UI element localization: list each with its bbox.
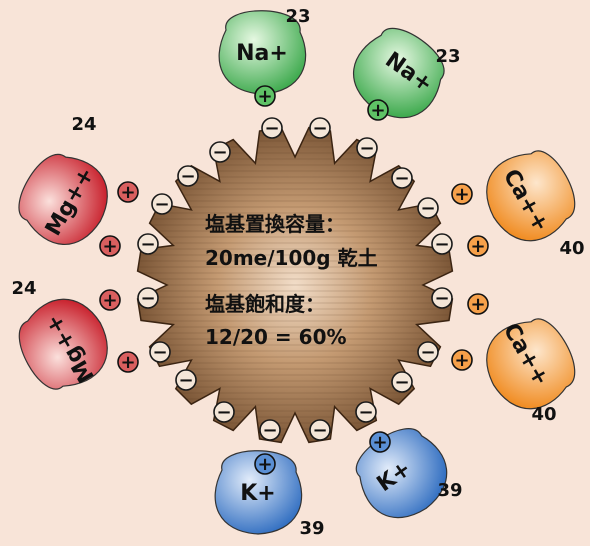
svg-text:−: − xyxy=(312,420,327,441)
base-saturation-value: 12/20 = 60% xyxy=(205,325,347,349)
svg-text:+: + xyxy=(372,432,387,453)
negative-charge-18: − xyxy=(355,401,377,423)
cation-label: Na+ xyxy=(236,41,288,66)
positive-charge: + xyxy=(254,453,276,475)
svg-text:−: − xyxy=(358,402,373,423)
negative-charge-11: − xyxy=(137,287,159,309)
svg-text:−: − xyxy=(178,370,193,391)
svg-text:−: − xyxy=(152,342,167,363)
cation-blob xyxy=(218,10,307,95)
svg-text:−: − xyxy=(420,342,435,363)
cation-layer: Na+23+ Na+23+Ca++40++Ca++40++K+39+ K+ 39+Mg… xyxy=(11,6,585,539)
svg-text:−: − xyxy=(312,118,327,139)
svg-text:−: − xyxy=(434,234,449,255)
negative-charge-3: − xyxy=(209,141,231,163)
svg-text:−: − xyxy=(180,166,195,187)
svg-text:−: − xyxy=(434,288,449,309)
positive-charge: + xyxy=(254,85,276,107)
cation-mass: 39 xyxy=(437,480,462,501)
cation-mass: 23 xyxy=(435,46,460,67)
negative-charge-17: − xyxy=(213,401,235,423)
negative-charge-16: − xyxy=(391,371,413,393)
svg-text:−: − xyxy=(394,168,409,189)
cation-mass: 24 xyxy=(71,114,96,135)
positive-charge: + xyxy=(117,351,139,373)
svg-text:−: − xyxy=(140,234,155,255)
positive-charge: + xyxy=(451,349,473,371)
negative-charge-6: − xyxy=(391,167,413,189)
positive-charge: + xyxy=(117,181,139,203)
negative-charge-7: − xyxy=(151,193,173,215)
svg-text:+: + xyxy=(257,86,272,107)
svg-text:+: + xyxy=(470,294,485,315)
svg-text:+: + xyxy=(102,236,117,257)
svg-text:−: − xyxy=(264,118,279,139)
negative-charge-2: − xyxy=(309,117,331,139)
svg-text:+: + xyxy=(257,454,272,475)
cation-blob xyxy=(486,318,576,410)
negative-charge-8: − xyxy=(417,197,439,219)
negative-charge-9: − xyxy=(137,233,159,255)
negative-charge-10: − xyxy=(431,233,453,255)
cation-blob xyxy=(214,450,303,535)
colloid-core xyxy=(136,126,454,444)
negative-charge-4: − xyxy=(356,137,378,159)
positive-charge: + xyxy=(467,235,489,257)
cation-blob xyxy=(18,298,108,390)
cation-8: Mg++24++ xyxy=(11,278,139,390)
cation-mass: 39 xyxy=(299,518,324,539)
cation-1: Na+ 23 + xyxy=(218,6,311,107)
svg-text:−: − xyxy=(216,402,231,423)
svg-text:+: + xyxy=(120,352,135,373)
negative-charges: − −− −− −− −− −− −− −− −− −− − xyxy=(137,117,453,441)
positive-charge: + xyxy=(451,183,473,205)
cec-value: 20me/100g 乾土 xyxy=(205,246,378,270)
negative-charge-14: − xyxy=(417,341,439,363)
svg-text:+: + xyxy=(454,184,469,205)
base-saturation-label: 塩基飽和度： xyxy=(205,292,325,316)
cation-7: Mg++24++ xyxy=(18,114,139,257)
svg-text:+: + xyxy=(120,182,135,203)
svg-text:−: − xyxy=(394,372,409,393)
svg-text:+: + xyxy=(102,290,117,311)
cation-mass: 24 xyxy=(11,278,36,299)
svg-text:−: − xyxy=(212,142,227,163)
cec-label: 塩基置換容量： xyxy=(205,212,345,236)
cation-5: K+ 39 + xyxy=(214,450,325,539)
negative-charge-15: − xyxy=(175,369,197,391)
svg-text:−: − xyxy=(262,420,277,441)
cation-label: K+ xyxy=(240,481,275,506)
positive-charge: + xyxy=(369,431,391,453)
svg-text:−: − xyxy=(420,198,435,219)
svg-text:−: − xyxy=(359,138,374,159)
cation-mass: 40 xyxy=(531,404,556,425)
cation-6: K+ 39+ xyxy=(356,428,463,519)
positive-charge: + xyxy=(99,289,121,311)
svg-text:+: + xyxy=(370,100,385,121)
negative-charge-20: − xyxy=(309,419,331,441)
negative-charge-13: − xyxy=(149,341,171,363)
negative-charge-1: − xyxy=(261,117,283,139)
positive-charge: + xyxy=(367,99,389,121)
positive-charge: + xyxy=(467,293,489,315)
svg-text:+: + xyxy=(454,350,469,371)
cation-blob xyxy=(352,27,445,119)
cation-mass: 40 xyxy=(559,238,584,259)
cation-mass: 23 xyxy=(285,6,310,27)
svg-text:+: + xyxy=(470,236,485,257)
svg-text:−: − xyxy=(154,194,169,215)
cation-4: Ca++40++ xyxy=(451,293,576,425)
cation-3: Ca++40++ xyxy=(451,150,585,259)
svg-text:−: − xyxy=(140,288,155,309)
cation-blob xyxy=(486,150,576,242)
negative-charge-12: − xyxy=(431,287,453,309)
cation-2: Na+23+ xyxy=(352,27,461,121)
negative-charge-5: − xyxy=(177,165,199,187)
negative-charge-19: − xyxy=(259,419,281,441)
positive-charge: + xyxy=(99,235,121,257)
cation-blob xyxy=(18,153,108,245)
